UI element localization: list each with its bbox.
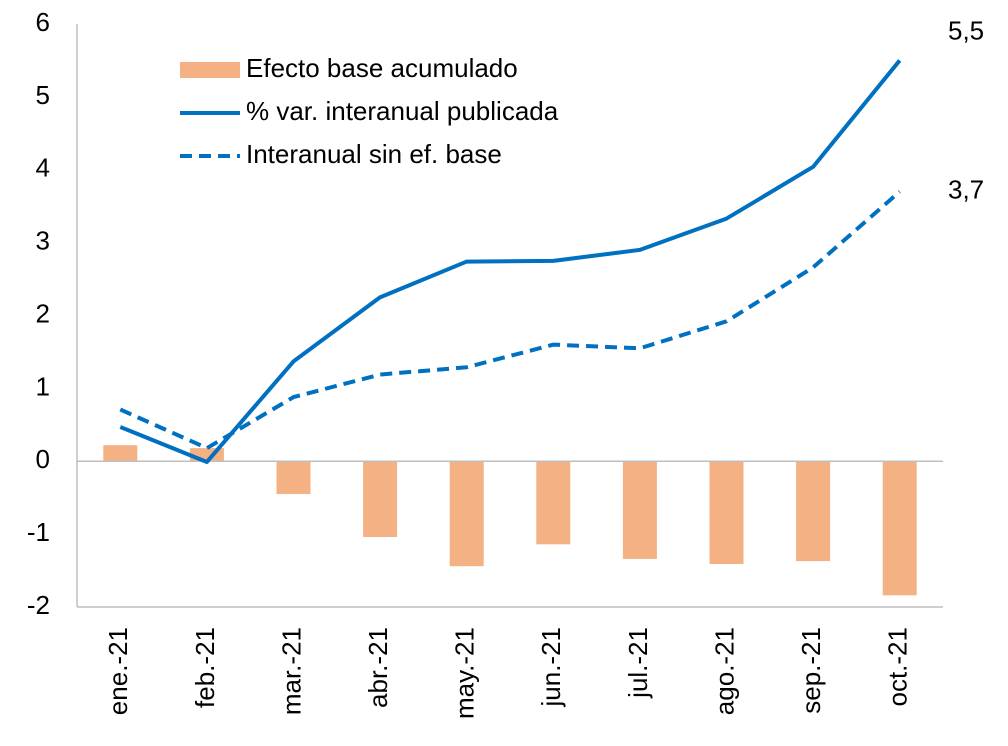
bar: [622, 461, 657, 559]
line: [119, 190, 902, 451]
bar: [796, 461, 831, 562]
x-tick-label: mar.-21: [276, 627, 306, 715]
legend-label: % var. interanual publicada: [246, 96, 559, 126]
x-tick-label: ene.-21: [103, 627, 133, 715]
bar: [536, 461, 571, 545]
y-tick-label: 0: [36, 444, 50, 474]
x-tick-label: ago.-21: [709, 627, 739, 715]
x-tick-label: jun.-21: [536, 627, 566, 708]
bar: [363, 461, 398, 538]
bar: [103, 445, 138, 462]
legend-label: Interanual sin ef. base: [246, 139, 502, 169]
bar: [882, 461, 917, 596]
y-tick-label: -2: [27, 590, 50, 620]
legend-label: Efecto base acumulado: [246, 53, 518, 83]
y-tick-label: 3: [36, 226, 50, 256]
bar: [276, 461, 311, 495]
bar: [709, 461, 744, 565]
y-tick-label: 4: [36, 153, 50, 183]
line: [119, 59, 902, 464]
bar: [449, 461, 484, 567]
y-tick-label: -1: [27, 517, 50, 547]
x-tick-label: abr.-21: [363, 627, 393, 708]
x-tick-label: sep.-21: [796, 627, 826, 714]
data-label: 5,5: [948, 15, 984, 45]
y-tick-label: 5: [36, 80, 50, 110]
x-tick-label: feb.-21: [190, 627, 220, 708]
y-tick-label: 1: [36, 371, 50, 401]
x-tick-label: may.-21: [450, 627, 480, 719]
y-tick-label: 2: [36, 298, 50, 328]
data-label: 3,7: [948, 174, 984, 204]
legend-swatch: [180, 62, 240, 78]
x-tick-label: oct.-21: [883, 627, 913, 707]
y-tick-label: 6: [36, 7, 50, 37]
x-tick-label: jul.-21: [623, 627, 653, 699]
